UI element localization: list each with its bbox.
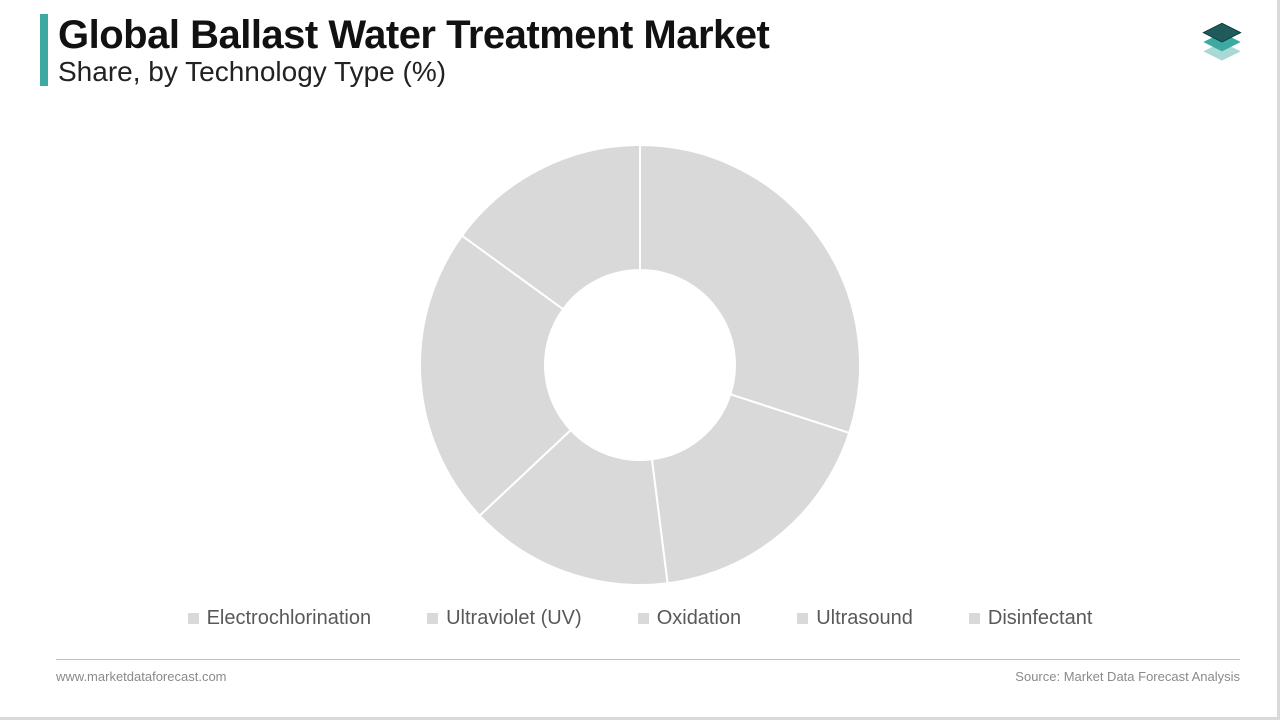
page-title: Global Ballast Water Treatment Market (58, 14, 769, 56)
legend-swatch (797, 613, 808, 624)
legend-label: Ultrasound (816, 607, 913, 630)
stack-icon (1194, 14, 1250, 70)
footer-rule (56, 659, 1240, 660)
legend-label: Electrochlorination (207, 607, 372, 630)
legend-label: Ultraviolet (UV) (446, 607, 582, 630)
legend-item: Ultraviolet (UV) (427, 607, 582, 630)
legend-item: Ultrasound (797, 607, 913, 630)
legend-swatch (969, 613, 980, 624)
legend-label: Oxidation (657, 607, 742, 630)
legend-swatch (638, 613, 649, 624)
page-subtitle: Share, by Technology Type (%) (58, 56, 769, 88)
legend-item: Oxidation (638, 607, 742, 630)
accent-bar (40, 14, 48, 86)
footer-source: Source: Market Data Forecast Analysis (1015, 669, 1240, 684)
legend-label: Disinfectant (988, 607, 1093, 630)
legend-item: Disinfectant (969, 607, 1093, 630)
legend: Electrochlorination Ultraviolet (UV) Oxida… (0, 607, 1280, 630)
footer-url: www.marketdataforecast.com (56, 669, 227, 684)
title-block: Global Ballast Water Treatment Market Sh… (58, 14, 769, 88)
donut-chart (0, 130, 1280, 600)
header: Global Ballast Water Treatment Market Sh… (40, 14, 769, 88)
legend-swatch (188, 613, 199, 624)
donut-slice (652, 394, 849, 583)
brand-logo (1194, 14, 1250, 70)
donut-slice (640, 145, 860, 433)
legend-swatch (427, 613, 438, 624)
legend-item: Electrochlorination (188, 607, 372, 630)
